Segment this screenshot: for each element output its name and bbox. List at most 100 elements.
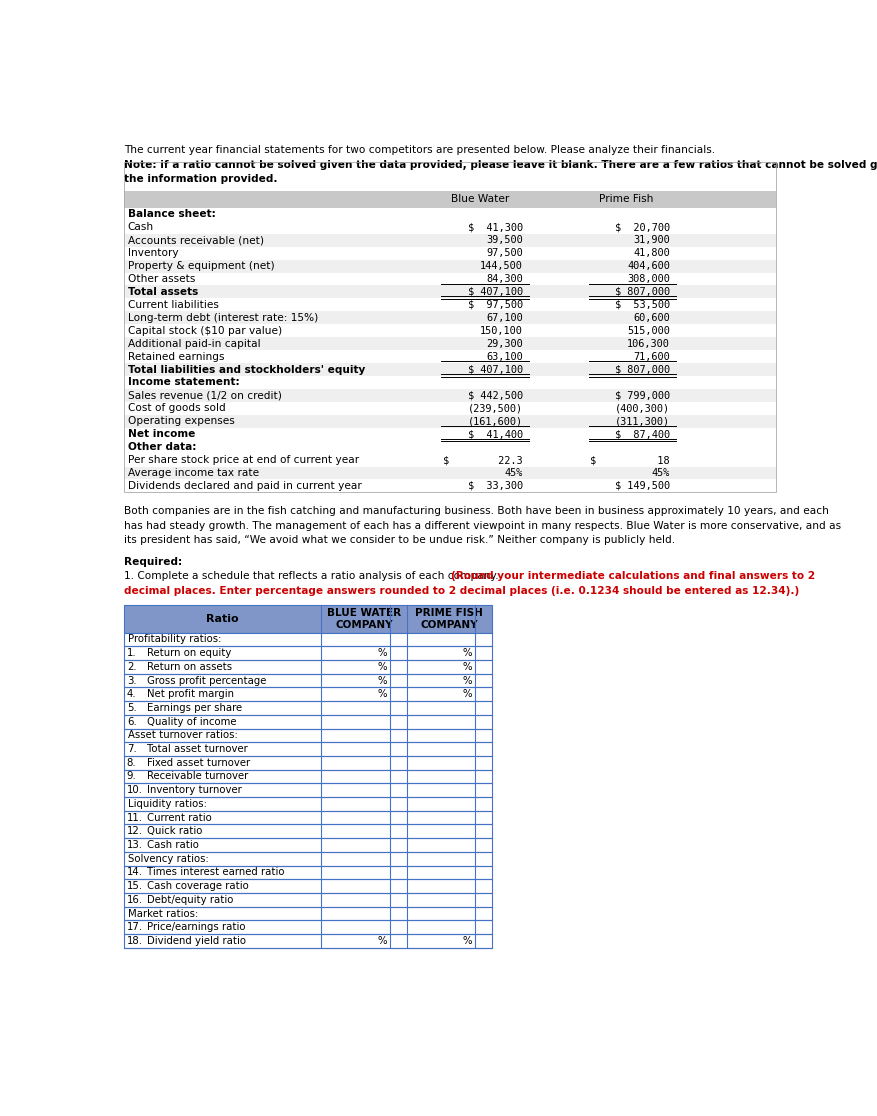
Text: Fixed asset turnover: Fixed asset turnover bbox=[146, 758, 250, 768]
Bar bbox=[124, 797, 491, 810]
Text: Long-term debt (interest rate: 15%): Long-term debt (interest rate: 15%) bbox=[127, 312, 317, 323]
Text: Return on equity: Return on equity bbox=[146, 648, 231, 658]
Bar bbox=[124, 797, 491, 810]
Text: decimal places. Enter percentage answers rounded to 2 decimal places (i.e. 0.123: decimal places. Enter percentage answers… bbox=[124, 586, 798, 596]
Text: $ 799,000: $ 799,000 bbox=[614, 391, 669, 401]
Text: Times interest earned ratio: Times interest earned ratio bbox=[146, 867, 284, 877]
Bar bbox=[124, 852, 491, 866]
Text: 106,300: 106,300 bbox=[626, 338, 669, 348]
Text: Total asset turnover: Total asset turnover bbox=[146, 744, 247, 754]
Text: 1.: 1. bbox=[126, 648, 136, 658]
Bar bbox=[124, 783, 491, 797]
Text: 144,500: 144,500 bbox=[480, 261, 522, 271]
Text: $ 149,500: $ 149,500 bbox=[614, 481, 669, 491]
Text: Dividend yield ratio: Dividend yield ratio bbox=[146, 936, 246, 946]
Bar bbox=[124, 906, 491, 921]
Text: %: % bbox=[377, 662, 387, 672]
Text: Per share stock price at end of current year: Per share stock price at end of current … bbox=[127, 455, 359, 465]
Text: Operating expenses: Operating expenses bbox=[127, 416, 234, 426]
Text: 63,100: 63,100 bbox=[486, 352, 522, 362]
Text: (161,600): (161,600) bbox=[467, 416, 522, 426]
Text: 11.: 11. bbox=[126, 812, 143, 822]
Bar bbox=[124, 770, 491, 783]
Text: $ 807,000: $ 807,000 bbox=[614, 365, 669, 375]
Bar bbox=[124, 350, 775, 363]
Bar bbox=[124, 715, 491, 729]
Bar bbox=[124, 633, 491, 646]
Text: $ 807,000: $ 807,000 bbox=[614, 287, 669, 297]
Text: Current liabilities: Current liabilities bbox=[127, 300, 218, 310]
Text: $  33,300: $ 33,300 bbox=[467, 481, 522, 491]
Text: Gross profit percentage: Gross profit percentage bbox=[146, 675, 266, 685]
Bar bbox=[124, 810, 491, 825]
Text: 8.: 8. bbox=[126, 758, 136, 768]
Text: $ 407,100: $ 407,100 bbox=[467, 365, 522, 375]
Bar bbox=[124, 715, 491, 729]
Bar bbox=[124, 233, 775, 247]
Bar bbox=[124, 729, 491, 742]
Bar bbox=[124, 742, 491, 756]
Text: $ 442,500: $ 442,500 bbox=[467, 391, 522, 401]
Text: Dividends declared and paid in current year: Dividends declared and paid in current y… bbox=[127, 481, 361, 491]
Bar bbox=[124, 879, 491, 893]
Text: Liquidity ratios:: Liquidity ratios: bbox=[128, 799, 207, 809]
Text: Other assets: Other assets bbox=[127, 275, 195, 283]
Text: 45%: 45% bbox=[504, 468, 522, 478]
Bar bbox=[124, 221, 775, 233]
Bar bbox=[124, 402, 775, 415]
Text: Required:: Required: bbox=[124, 557, 182, 567]
Bar bbox=[124, 605, 491, 633]
Text: Property & equipment (net): Property & equipment (net) bbox=[127, 261, 274, 271]
Text: 17.: 17. bbox=[126, 922, 143, 932]
Text: Other data:: Other data: bbox=[127, 442, 196, 452]
Text: Capital stock ($10 par value): Capital stock ($10 par value) bbox=[127, 326, 282, 336]
Text: 13.: 13. bbox=[126, 840, 143, 850]
Text: Net income: Net income bbox=[127, 430, 195, 440]
Bar bbox=[124, 742, 491, 756]
Text: %: % bbox=[462, 662, 472, 672]
Text: 71,600: 71,600 bbox=[632, 352, 669, 362]
Bar bbox=[124, 770, 491, 783]
Text: the information provided.: the information provided. bbox=[124, 174, 277, 184]
Text: %: % bbox=[377, 690, 387, 700]
Text: (Round your intermediate calculations and final answers to 2: (Round your intermediate calculations an… bbox=[451, 571, 815, 581]
Bar bbox=[124, 838, 491, 852]
Text: %: % bbox=[462, 936, 472, 946]
Text: Average income tax rate: Average income tax rate bbox=[127, 468, 259, 478]
Text: Current ratio: Current ratio bbox=[146, 812, 211, 822]
Text: 515,000: 515,000 bbox=[626, 326, 669, 336]
Bar bbox=[124, 756, 491, 770]
Text: Total liabilities and stockholders' equity: Total liabilities and stockholders' equi… bbox=[127, 365, 365, 375]
Bar bbox=[124, 701, 491, 715]
Bar bbox=[124, 427, 775, 441]
Text: $          18: $ 18 bbox=[589, 455, 669, 465]
Text: PRIME FISH
COMPANY: PRIME FISH COMPANY bbox=[415, 607, 482, 629]
Text: $  97,500: $ 97,500 bbox=[467, 300, 522, 310]
Text: Balance sheet:: Balance sheet: bbox=[127, 210, 215, 220]
Text: 29,300: 29,300 bbox=[486, 338, 522, 348]
Text: Total assets: Total assets bbox=[127, 287, 197, 297]
Text: 31,900: 31,900 bbox=[632, 235, 669, 246]
Bar bbox=[124, 866, 491, 879]
Text: (239,500): (239,500) bbox=[467, 403, 522, 413]
Bar bbox=[124, 921, 491, 934]
Bar bbox=[124, 756, 491, 770]
Text: 45%: 45% bbox=[651, 468, 669, 478]
Bar bbox=[124, 879, 491, 893]
Bar bbox=[124, 298, 775, 311]
Bar bbox=[124, 660, 491, 674]
Bar bbox=[124, 906, 491, 921]
Text: $  20,700: $ 20,700 bbox=[614, 222, 669, 232]
Bar bbox=[124, 674, 491, 687]
Text: Sales revenue (1/2 on credit): Sales revenue (1/2 on credit) bbox=[127, 391, 282, 401]
Text: Price/earnings ratio: Price/earnings ratio bbox=[146, 922, 246, 932]
Text: its president has said, “We avoid what we consider to be undue risk.” Neither co: its president has said, “We avoid what w… bbox=[124, 535, 674, 545]
Bar bbox=[124, 208, 775, 221]
Bar bbox=[124, 825, 491, 838]
Bar bbox=[124, 866, 491, 879]
Text: %: % bbox=[462, 648, 472, 658]
Text: 404,600: 404,600 bbox=[626, 261, 669, 271]
Text: 41,800: 41,800 bbox=[632, 248, 669, 258]
Text: (400,300): (400,300) bbox=[614, 403, 669, 413]
Text: $        22.3: $ 22.3 bbox=[443, 455, 522, 465]
